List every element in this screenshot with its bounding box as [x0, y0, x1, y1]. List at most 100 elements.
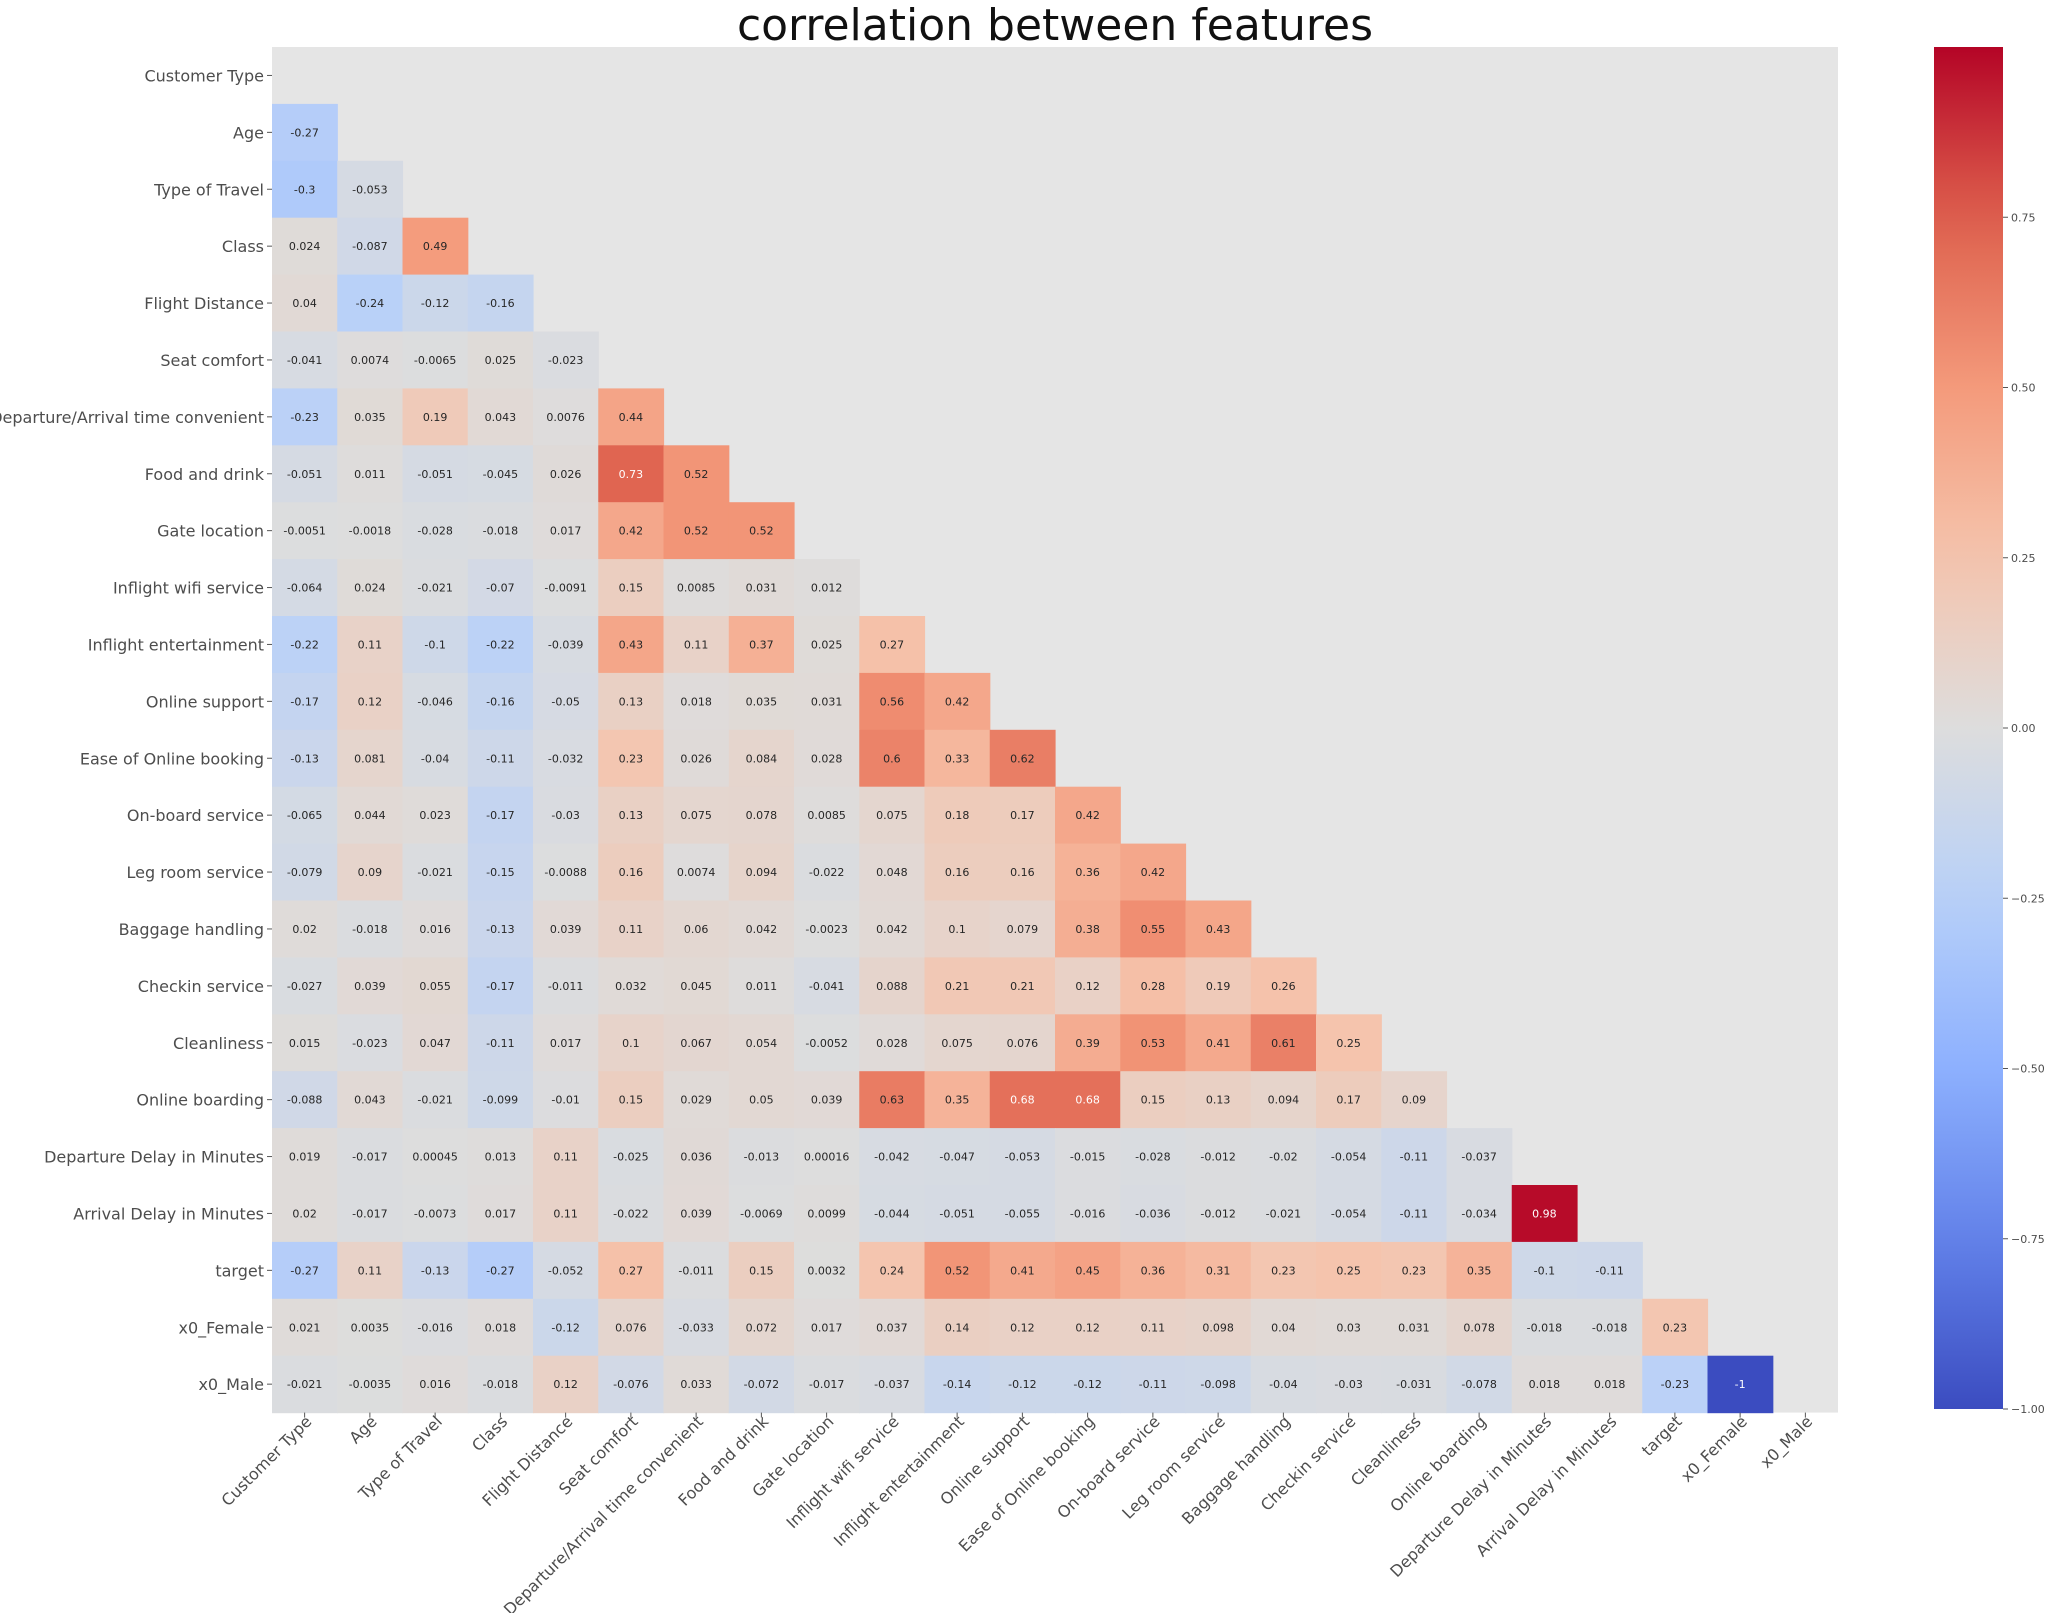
- heatmap-cell: [1120, 843, 1187, 902]
- heatmap-cell: [989, 957, 1056, 1015]
- cell-annotation: -0.072: [744, 1378, 779, 1391]
- heatmap-cell: [859, 1185, 926, 1243]
- heatmap-cell: [859, 843, 926, 902]
- cell-annotation: 0.0035: [351, 1321, 390, 1334]
- heatmap-cell: [272, 672, 338, 731]
- cell-annotation: 0.21: [945, 980, 970, 993]
- cell-annotation: -0.11: [1400, 1207, 1428, 1220]
- x-tick-label-customer-type: Customer Type: [217, 1412, 315, 1510]
- heatmap-cell: [663, 957, 730, 1015]
- y-tick-label-online-boarding: Online boarding: [136, 1091, 264, 1110]
- heatmap-cell: [1707, 1355, 1774, 1414]
- heatmap-cell: [1511, 1355, 1578, 1414]
- heatmap-cell: [728, 616, 795, 674]
- heatmap-cell: [728, 1014, 795, 1072]
- heatmap-cell: [337, 274, 404, 333]
- heatmap-cell: [467, 1185, 534, 1243]
- heatmap-cell: [467, 957, 534, 1015]
- heatmap-cell: [1120, 1071, 1187, 1129]
- heatmap-cell: [337, 1128, 404, 1186]
- y-tick-label-flight-distance: Flight Distance: [144, 294, 264, 313]
- cell-annotation: -0.016: [417, 1321, 452, 1334]
- cell-annotation: 0.11: [358, 1264, 383, 1277]
- heatmap-cell: [598, 900, 665, 958]
- heatmap-cell: [533, 786, 599, 845]
- cell-annotation: 0.98: [1532, 1207, 1557, 1220]
- cell-annotation: 0.61: [1271, 1037, 1296, 1050]
- cell-annotation: 0.043: [485, 411, 517, 424]
- cell-annotation: -0.023: [548, 354, 583, 367]
- cell-annotation: 0.021: [289, 1321, 321, 1334]
- cell-annotation: -0.018: [1592, 1321, 1627, 1334]
- heatmap-cell: [533, 445, 599, 503]
- heatmap-cell: [402, 1128, 469, 1186]
- heatmap-cell: [728, 1298, 795, 1357]
- cell-annotation: 0.081: [354, 752, 386, 765]
- x-tick-label-inflight-wifi-service: Inflight wifi service: [782, 1412, 902, 1532]
- heatmap-cell: [272, 729, 338, 788]
- cell-annotation: 0.42: [1141, 866, 1166, 879]
- heatmap-cell: [272, 388, 338, 446]
- cell-annotation: -0.032: [548, 752, 583, 765]
- y-tick-label-x0-male: x0_Male: [198, 1375, 264, 1395]
- cell-annotation: 0.094: [1268, 1094, 1300, 1107]
- heatmap-cell: [859, 672, 926, 731]
- heatmap-cell: [794, 672, 860, 731]
- cell-annotation: 0.15: [749, 1264, 774, 1277]
- heatmap-cell: [663, 559, 730, 617]
- x-tick-label-age: Age: [345, 1412, 380, 1447]
- cell-annotation: 0.013: [485, 1151, 517, 1164]
- heatmap-cell: [533, 559, 599, 617]
- cell-annotation: 0.0074: [677, 866, 716, 879]
- heatmap-cell: [598, 445, 665, 503]
- cell-annotation: 0.019: [289, 1151, 321, 1164]
- heatmap-cell: [1316, 1298, 1382, 1357]
- heatmap-cell: [663, 1128, 730, 1186]
- cell-annotation: -0.047: [939, 1151, 974, 1164]
- cell-annotation: 0.19: [423, 411, 448, 424]
- heatmap-cell: [272, 957, 338, 1015]
- y-tick-label-leg-room-service: Leg room service: [126, 863, 264, 882]
- cell-annotation: 0.039: [811, 1094, 843, 1107]
- heatmap-cell: [598, 559, 665, 617]
- heatmap-cell: [337, 957, 404, 1015]
- heatmap-cell: [1120, 1241, 1187, 1300]
- heatmap-cell: [1055, 1355, 1121, 1414]
- cell-annotation: -0.034: [1461, 1207, 1496, 1220]
- heatmap-cell: [1446, 1241, 1513, 1300]
- cell-annotation: -0.052: [548, 1264, 583, 1277]
- cell-annotation: -0.17: [290, 695, 318, 708]
- cell-annotation: -0.12: [1008, 1378, 1036, 1391]
- cell-annotation: 0.41: [1010, 1264, 1035, 1277]
- cell-annotation: -0.027: [287, 980, 322, 993]
- heatmap-cell: [337, 786, 404, 845]
- cell-annotation: 0.0076: [546, 411, 585, 424]
- heatmap-cell: [663, 445, 730, 503]
- heatmap-cell: [1120, 900, 1187, 958]
- cell-annotation: 0.00016: [804, 1151, 850, 1164]
- heatmap-cell: [989, 1071, 1056, 1129]
- cell-annotation: 0.026: [680, 752, 712, 765]
- cell-annotation: -0.04: [1269, 1378, 1297, 1391]
- cell-annotation: 0.19: [1206, 980, 1231, 993]
- heatmap-cell: [1511, 1298, 1578, 1357]
- cell-annotation: 0.017: [811, 1321, 843, 1334]
- cell-annotation: -0.044: [874, 1207, 909, 1220]
- heatmap-cell: [1120, 1298, 1187, 1357]
- heatmap-cell: [989, 729, 1056, 788]
- cell-annotation: 0.52: [749, 525, 774, 538]
- cell-annotation: -0.02: [1269, 1151, 1297, 1164]
- cell-annotation: 0.16: [1010, 866, 1035, 879]
- cell-annotation: 0.16: [619, 866, 644, 879]
- heatmap-cell: [794, 1128, 860, 1186]
- cell-annotation: 0.63: [880, 1094, 905, 1107]
- cell-annotation: 0.41: [1206, 1037, 1231, 1050]
- cell-annotation: 0.017: [550, 525, 582, 538]
- cell-annotation: 0.12: [553, 1378, 578, 1391]
- heatmap-cell: [337, 1355, 404, 1414]
- cell-annotation: -0.01: [551, 1094, 579, 1107]
- cell-annotation: -0.076: [613, 1378, 648, 1391]
- heatmap-cell: [1250, 1014, 1317, 1072]
- cell-annotation: 0.024: [289, 240, 321, 253]
- heatmap-cell: [663, 786, 730, 845]
